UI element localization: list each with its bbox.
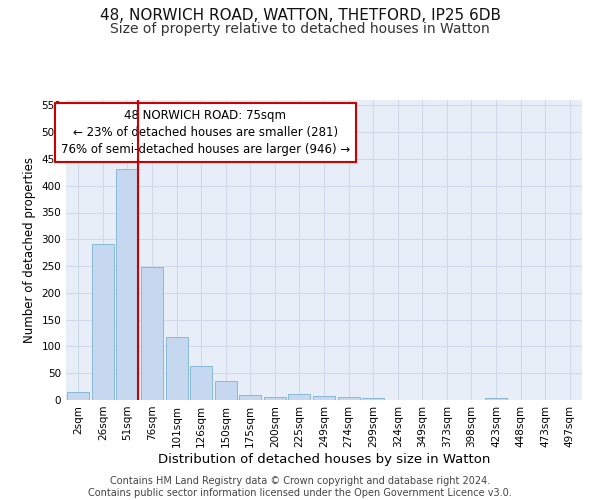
Bar: [166, 338, 188, 400]
Text: 48, NORWICH ROAD, WATTON, THETFORD, IP25 6DB: 48, NORWICH ROAD, WATTON, THETFORD, IP25…: [100, 8, 500, 22]
Bar: [264, 398, 286, 400]
Bar: [190, 366, 212, 400]
Bar: [215, 381, 237, 400]
Text: 48 NORWICH ROAD: 75sqm
← 23% of detached houses are smaller (281)
76% of semi-de: 48 NORWICH ROAD: 75sqm ← 23% of detached…: [61, 109, 350, 156]
Bar: [116, 168, 139, 400]
Text: Contains HM Land Registry data © Crown copyright and database right 2024.
Contai: Contains HM Land Registry data © Crown c…: [88, 476, 512, 498]
Bar: [289, 394, 310, 400]
Y-axis label: Number of detached properties: Number of detached properties: [23, 157, 36, 343]
Bar: [485, 398, 507, 400]
Bar: [92, 244, 114, 400]
Bar: [362, 398, 384, 400]
Bar: [141, 267, 163, 400]
Bar: [338, 398, 359, 400]
Text: Size of property relative to detached houses in Watton: Size of property relative to detached ho…: [110, 22, 490, 36]
Bar: [67, 392, 89, 400]
Bar: [313, 396, 335, 400]
X-axis label: Distribution of detached houses by size in Watton: Distribution of detached houses by size …: [158, 452, 490, 466]
Bar: [239, 394, 262, 400]
